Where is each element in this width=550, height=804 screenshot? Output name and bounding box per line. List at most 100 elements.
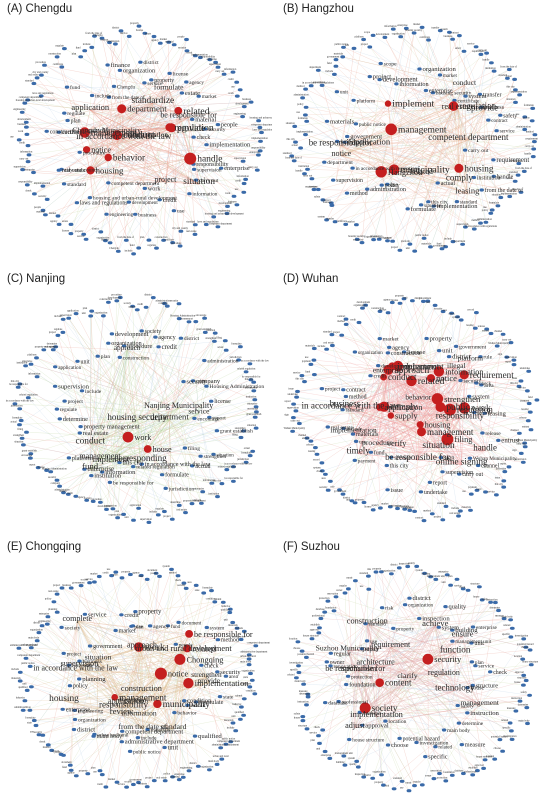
node-label-small: standard — [393, 777, 402, 780]
graph-edge — [116, 135, 200, 185]
graph-edge — [152, 57, 201, 104]
graph-node — [107, 241, 113, 245]
graph-edge — [121, 577, 188, 649]
graph-node — [410, 299, 415, 303]
graph-node — [293, 140, 298, 144]
graph-edge — [387, 360, 471, 373]
graph-edge — [367, 623, 456, 642]
graph-node — [334, 90, 340, 94]
node-label-small: determine — [170, 501, 181, 504]
graph-edge — [421, 85, 465, 174]
graph-node — [225, 204, 230, 208]
graph-node — [508, 635, 514, 639]
graph-edge — [90, 407, 179, 444]
node-label-small: this city — [495, 483, 504, 486]
graph-edge — [132, 306, 138, 421]
graph-edge — [36, 357, 129, 438]
nodes-layer — [290, 297, 540, 523]
node-label-small: building — [422, 573, 431, 576]
node-label-major: management — [79, 452, 121, 461]
graph-edge — [326, 349, 399, 367]
graph-edge — [90, 443, 141, 462]
node-label: market — [443, 74, 457, 79]
node-label-small: system — [452, 316, 459, 319]
graph-edge — [90, 170, 119, 252]
graph-node — [203, 222, 209, 227]
node-label-small: formulate — [203, 586, 214, 589]
graph-edge — [90, 141, 261, 171]
graph-edge — [121, 713, 143, 730]
node-label-small: security — [319, 486, 328, 489]
graph-edge — [319, 682, 380, 744]
graph-node — [99, 773, 105, 777]
graph-edge — [49, 131, 87, 150]
graph-node — [114, 299, 120, 303]
node-label-small: enterprise — [397, 24, 408, 27]
node-label: service — [147, 81, 163, 87]
node-label-major: be responsible for — [160, 111, 217, 120]
graph-node — [89, 474, 94, 478]
graph-node — [180, 775, 186, 779]
panel-hangzhou: (B) Hangzhou requirement carry out handle i… — [280, 2, 548, 264]
graph-node — [501, 479, 507, 483]
graph-edge — [18, 387, 129, 438]
node-label-small: public notice — [21, 662, 35, 665]
graph-edge — [110, 419, 170, 463]
graph-edge — [390, 464, 462, 507]
graph-edge — [26, 126, 85, 133]
graph-node — [291, 402, 296, 406]
graph-edge — [90, 468, 218, 497]
graph-node — [325, 425, 330, 429]
graph-edge — [152, 102, 261, 152]
node-label-major: be responsible for — [385, 452, 449, 462]
graph-node — [43, 213, 48, 217]
node-label: planning — [82, 676, 106, 683]
graph-edge — [298, 672, 480, 706]
graph-edge — [125, 682, 209, 704]
node-label: property management — [84, 424, 140, 431]
graph-edge — [26, 126, 107, 133]
graph-node — [521, 169, 527, 173]
node-label-small: measure — [507, 707, 516, 710]
node-label-small: entrust — [522, 426, 529, 429]
graph-edge — [127, 349, 213, 418]
graph-edge — [407, 625, 436, 679]
graph-edge — [341, 100, 357, 156]
graph-edge — [370, 84, 465, 145]
graph-node — [379, 183, 384, 187]
graph-edge — [459, 418, 510, 468]
graph-node — [313, 446, 318, 450]
graph-edge — [453, 106, 468, 194]
graph-node — [449, 773, 455, 777]
graph-edge — [453, 106, 501, 198]
graph-node — [300, 719, 306, 723]
graph-edge — [75, 659, 180, 671]
node-label-small: district — [414, 297, 421, 300]
graph-edge — [470, 312, 477, 361]
graph-edge — [206, 676, 250, 688]
graph-node — [172, 711, 177, 715]
graph-edge — [63, 448, 148, 493]
node-label-small: report — [500, 463, 506, 466]
graph-edge — [390, 439, 448, 507]
graph-edge — [458, 168, 516, 182]
graph-node — [22, 101, 28, 105]
graph-edge — [140, 460, 222, 484]
graph-edge — [84, 132, 118, 136]
graph-edge — [468, 53, 487, 140]
graph-node — [231, 194, 237, 198]
hub-label: Chongqing — [187, 655, 224, 664]
node-label-small: finance — [101, 239, 109, 242]
graph-edge — [117, 460, 141, 518]
graph-edge — [90, 170, 94, 198]
graph-node — [412, 249, 418, 253]
graph-node — [67, 763, 73, 767]
graph-node — [302, 172, 307, 176]
graph-node — [75, 359, 80, 363]
graph-node — [303, 87, 308, 91]
node-label: situation — [424, 203, 442, 209]
graph-edge — [138, 646, 250, 665]
graph-node — [312, 373, 317, 377]
node-label-small: qualified — [18, 686, 28, 689]
graph-node — [61, 491, 66, 495]
